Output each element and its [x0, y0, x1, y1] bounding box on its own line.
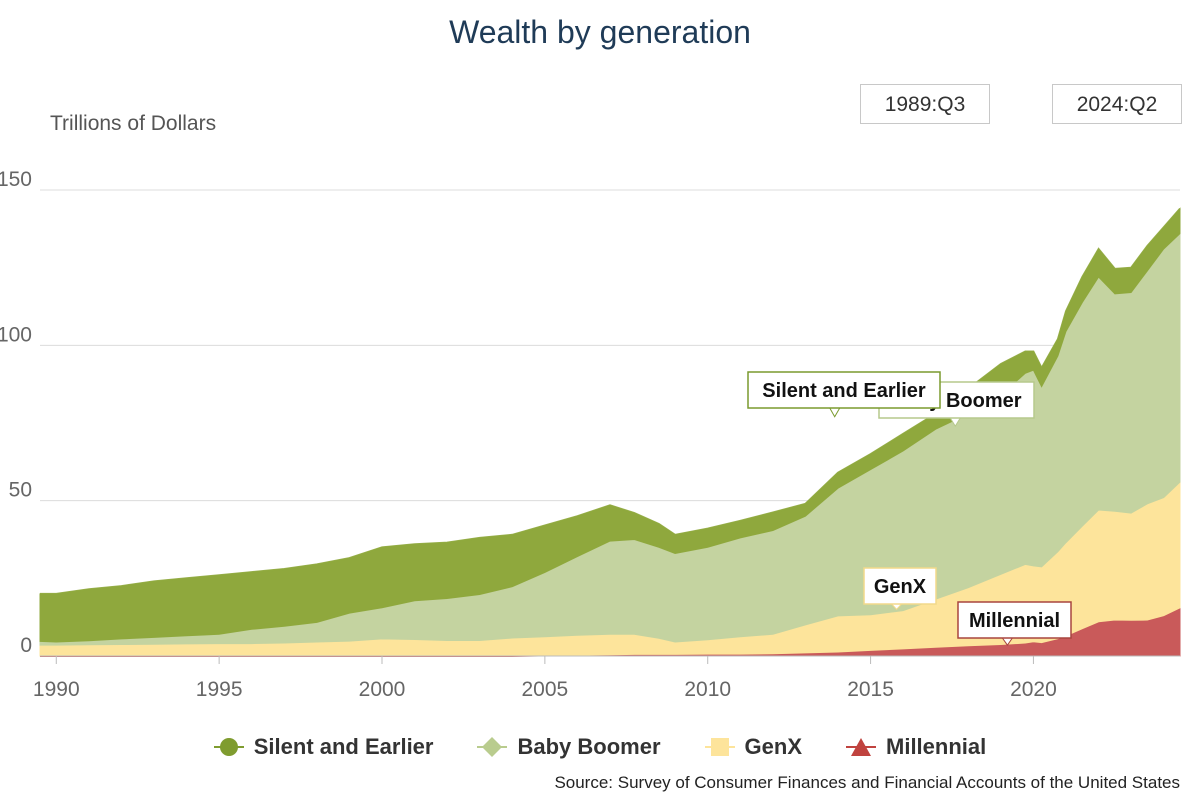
annotation-box [957, 601, 1072, 639]
y-tick-label: 0 [20, 634, 32, 657]
circle-icon [213, 738, 244, 756]
area-series [39, 207, 1181, 657]
annotation-silent-and-earlier[interactable]: Silent and Earlier [747, 371, 941, 418]
area-edge-silent-and-earlier [40, 207, 1181, 595]
legend-label: Millennial [886, 734, 987, 759]
chart-title: Wealth by generation [449, 14, 751, 50]
legend-label: Silent and Earlier [253, 734, 434, 759]
range-end-input[interactable]: 2024:Q2 [1052, 84, 1182, 124]
y-tick-label: 100 [0, 323, 32, 346]
x-tick-label: 2010 [684, 678, 731, 700]
annotation-label: GenX [874, 576, 927, 598]
legend-item-millennial[interactable]: Millennial [846, 734, 986, 760]
square-icon [704, 738, 735, 756]
range-start-input[interactable]: 1989:Q3 [860, 84, 990, 124]
x-axis: 1990 1995 2000 2005 2010 2015 2020 [33, 655, 1180, 700]
triangle-icon [846, 738, 876, 756]
annotation-genx[interactable]: GenX [863, 567, 937, 611]
x-tick-label: 1995 [196, 678, 243, 700]
y-tick-label: 50 [9, 479, 32, 502]
x-tick-label: 1990 [33, 678, 80, 700]
annotation-label: Millennial [969, 610, 1060, 632]
y-tick-label: 150 [0, 168, 32, 191]
annotation-label: Silent and Earlier [762, 380, 926, 402]
legend-item-genx[interactable]: GenX [704, 734, 802, 760]
legend-label: Baby Boomer [517, 734, 661, 759]
x-tick-label: 2005 [521, 678, 568, 700]
diamond-icon [477, 737, 508, 757]
source-note: Source: Survey of Consumer Finances and … [554, 773, 1180, 792]
x-tick-label: 2020 [1010, 678, 1057, 700]
annotation-millennial[interactable]: Millennial [957, 601, 1072, 646]
x-tick-label: 2000 [359, 678, 406, 700]
y-axis-unit-label: Trillions of Dollars [50, 112, 217, 135]
chart-legend: Silent and Earlier Baby Boomer GenX Mill… [0, 734, 1200, 760]
annotation-box [747, 371, 941, 409]
legend-label: GenX [744, 734, 802, 759]
legend-item-silent[interactable]: Silent and Earlier [213, 734, 434, 760]
x-tick-label: 2015 [847, 678, 894, 700]
annotation-pointer [828, 407, 841, 418]
annotation-box [863, 567, 937, 605]
y-axis: 0 50 100 150 [0, 168, 32, 657]
legend-item-boomer[interactable]: Baby Boomer [477, 734, 661, 760]
